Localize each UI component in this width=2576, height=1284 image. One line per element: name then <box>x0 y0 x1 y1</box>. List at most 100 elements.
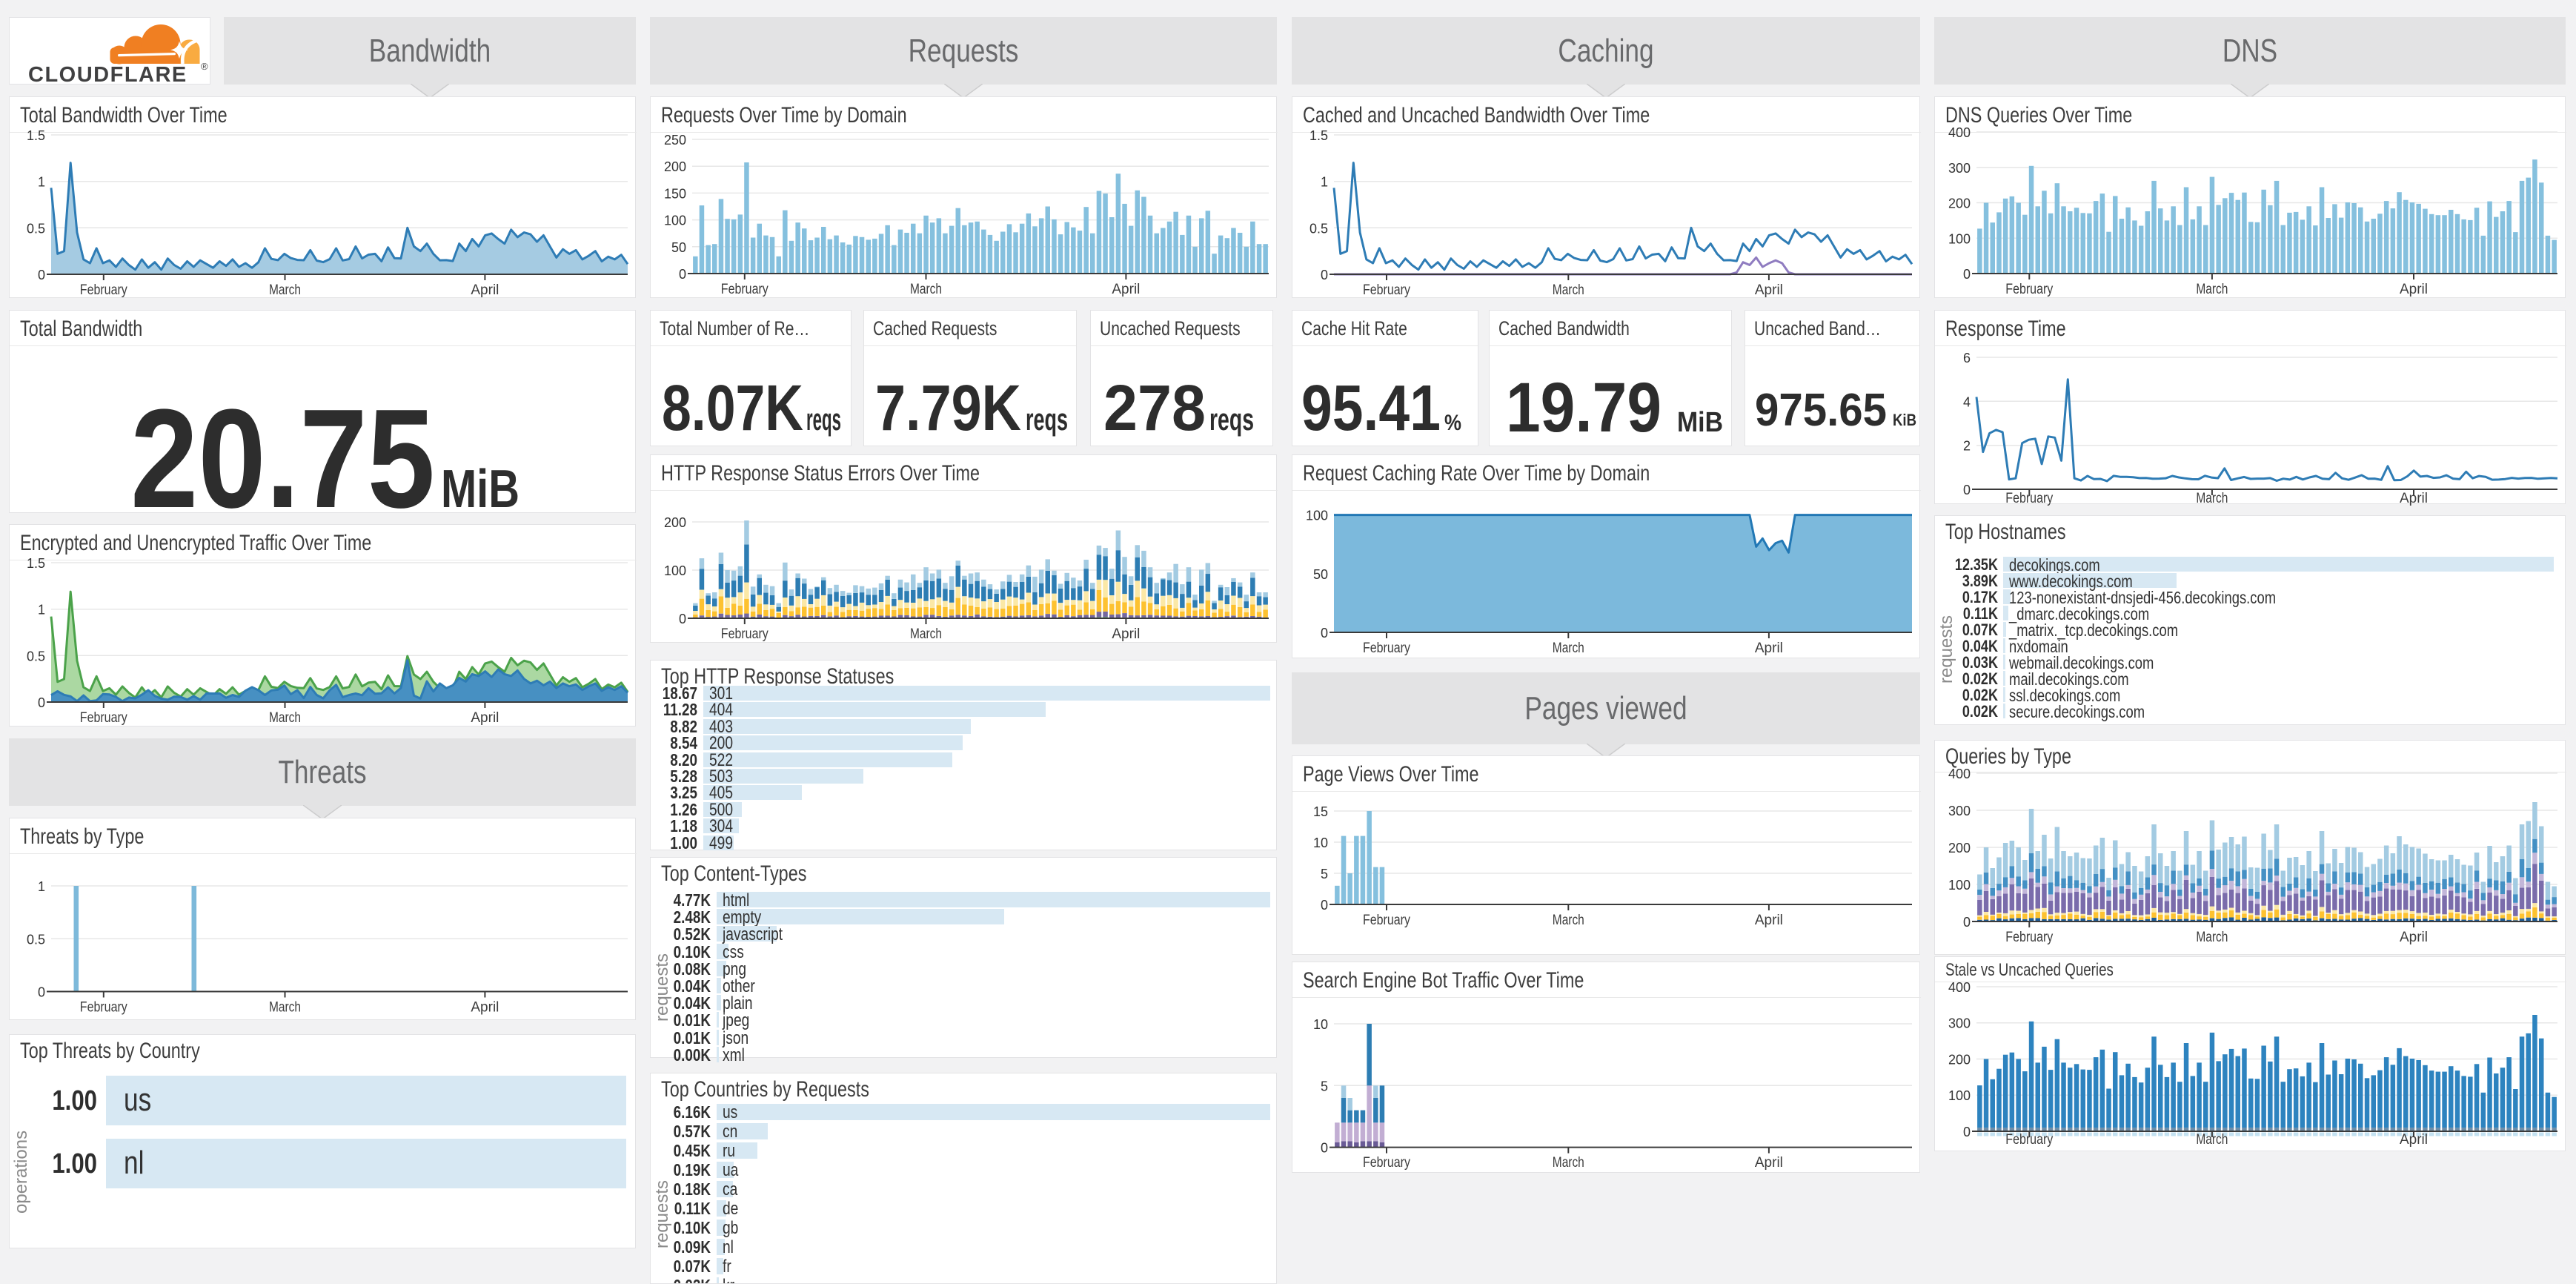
svg-text:0: 0 <box>1963 1125 1971 1139</box>
svg-text:February: February <box>2005 1132 2053 1148</box>
svg-text:March: March <box>269 710 301 726</box>
svg-text:300: 300 <box>1948 804 1971 818</box>
svg-text:February: February <box>2005 930 2053 945</box>
svg-text:April: April <box>471 282 499 298</box>
svg-text:0: 0 <box>1321 898 1328 913</box>
svg-text:1.5: 1.5 <box>1309 128 1328 143</box>
svg-text:8.07K: 8.07K <box>662 372 803 444</box>
svg-text:4: 4 <box>1963 394 1971 409</box>
svg-text:0: 0 <box>38 268 45 282</box>
svg-text:February: February <box>80 282 127 298</box>
svg-text:7.79K: 7.79K <box>875 372 1021 444</box>
svg-text:reqs: reqs <box>1026 402 1068 437</box>
svg-text:February: February <box>1363 913 1410 928</box>
svg-text:5: 5 <box>1321 867 1328 881</box>
svg-text:100: 100 <box>1948 1088 1971 1103</box>
svg-text:0: 0 <box>1321 1141 1328 1156</box>
svg-text:KiB: KiB <box>1893 411 1916 429</box>
svg-text:®: ® <box>201 61 208 72</box>
svg-text:50: 50 <box>1313 567 1328 582</box>
svg-text:400: 400 <box>1948 767 1971 781</box>
svg-text:February: February <box>2005 491 2053 506</box>
svg-text:February: February <box>1363 641 1410 656</box>
svg-text:reqs: reqs <box>1209 402 1254 437</box>
svg-text:100: 100 <box>664 214 686 228</box>
svg-text:0: 0 <box>1321 626 1328 641</box>
svg-text:200: 200 <box>1948 841 1971 856</box>
svg-text:0.5: 0.5 <box>1309 221 1328 236</box>
svg-text:0.5: 0.5 <box>27 649 45 663</box>
svg-text:150: 150 <box>664 186 686 201</box>
svg-text:March: March <box>2196 930 2228 945</box>
svg-text:400: 400 <box>1948 980 1971 995</box>
svg-text:200: 200 <box>664 515 686 530</box>
svg-text:0: 0 <box>38 985 45 1000</box>
svg-text:March: March <box>269 282 301 298</box>
svg-text:March: March <box>1553 913 1584 928</box>
svg-text:February: February <box>1363 1155 1410 1171</box>
svg-text:100: 100 <box>1948 878 1971 893</box>
svg-text:0: 0 <box>1963 267 1971 282</box>
svg-text:March: March <box>1553 1155 1584 1171</box>
svg-text:278: 278 <box>1103 372 1206 444</box>
svg-text:1: 1 <box>38 879 45 894</box>
svg-text:15: 15 <box>1313 804 1328 819</box>
svg-text:April: April <box>1755 641 1783 656</box>
svg-text:50: 50 <box>671 240 686 255</box>
svg-text:0: 0 <box>38 695 45 710</box>
svg-text:February: February <box>721 626 769 642</box>
svg-text:10: 10 <box>1313 1017 1328 1032</box>
svg-text:March: March <box>1553 641 1584 656</box>
svg-text:February: February <box>80 710 127 726</box>
svg-text:April: April <box>1755 913 1783 928</box>
svg-text:0: 0 <box>1963 483 1971 497</box>
svg-text:April: April <box>1112 626 1140 642</box>
svg-text:April: April <box>471 1000 499 1016</box>
svg-text:February: February <box>721 282 769 297</box>
svg-text:MiB: MiB <box>1677 407 1723 438</box>
svg-text:April: April <box>471 710 499 726</box>
svg-text:CLOUDFLARE: CLOUDFLARE <box>28 63 187 84</box>
svg-text:200: 200 <box>664 159 686 174</box>
svg-text:250: 250 <box>664 133 686 148</box>
svg-text:1: 1 <box>38 603 45 618</box>
svg-text:19.79: 19.79 <box>1506 368 1662 446</box>
svg-text:300: 300 <box>1948 1016 1971 1031</box>
svg-text:1: 1 <box>1321 175 1328 190</box>
svg-text:0: 0 <box>679 612 686 626</box>
svg-text:400: 400 <box>1948 125 1971 140</box>
svg-text:MiB: MiB <box>441 460 519 513</box>
svg-text:975.65: 975.65 <box>1755 385 1887 436</box>
svg-text:300: 300 <box>1948 161 1971 176</box>
svg-text:April: April <box>2400 930 2428 945</box>
svg-text:0: 0 <box>1963 915 1971 930</box>
svg-text:March: March <box>269 1000 301 1016</box>
svg-text:April: April <box>1755 282 1783 298</box>
svg-text:100: 100 <box>1306 509 1328 523</box>
svg-text:April: April <box>2400 1132 2428 1148</box>
svg-text:March: March <box>2196 282 2228 297</box>
svg-text:0.5: 0.5 <box>27 221 45 236</box>
svg-text:100: 100 <box>1948 231 1971 246</box>
svg-text:1.5: 1.5 <box>27 128 45 143</box>
svg-text:April: April <box>1112 282 1140 297</box>
svg-text:5: 5 <box>1321 1079 1328 1093</box>
svg-text:April: April <box>2400 282 2428 297</box>
svg-text:March: March <box>2196 491 2228 506</box>
svg-text:10: 10 <box>1313 835 1328 850</box>
svg-text:0.5: 0.5 <box>27 932 45 947</box>
svg-text:February: February <box>1363 282 1410 298</box>
svg-text:0: 0 <box>1321 268 1328 282</box>
svg-text:March: March <box>2196 1132 2228 1148</box>
svg-text:20.75: 20.75 <box>130 380 435 513</box>
svg-text:reqs: reqs <box>806 402 841 437</box>
svg-text:April: April <box>1755 1155 1783 1171</box>
svg-text:100: 100 <box>664 563 686 578</box>
svg-text:March: March <box>910 626 942 642</box>
svg-text:6: 6 <box>1963 351 1971 365</box>
svg-text:95.41: 95.41 <box>1301 372 1441 444</box>
svg-text:200: 200 <box>1948 1053 1971 1068</box>
svg-text:1.5: 1.5 <box>27 556 45 571</box>
svg-text:February: February <box>80 1000 127 1016</box>
svg-text:%: % <box>1444 411 1461 435</box>
